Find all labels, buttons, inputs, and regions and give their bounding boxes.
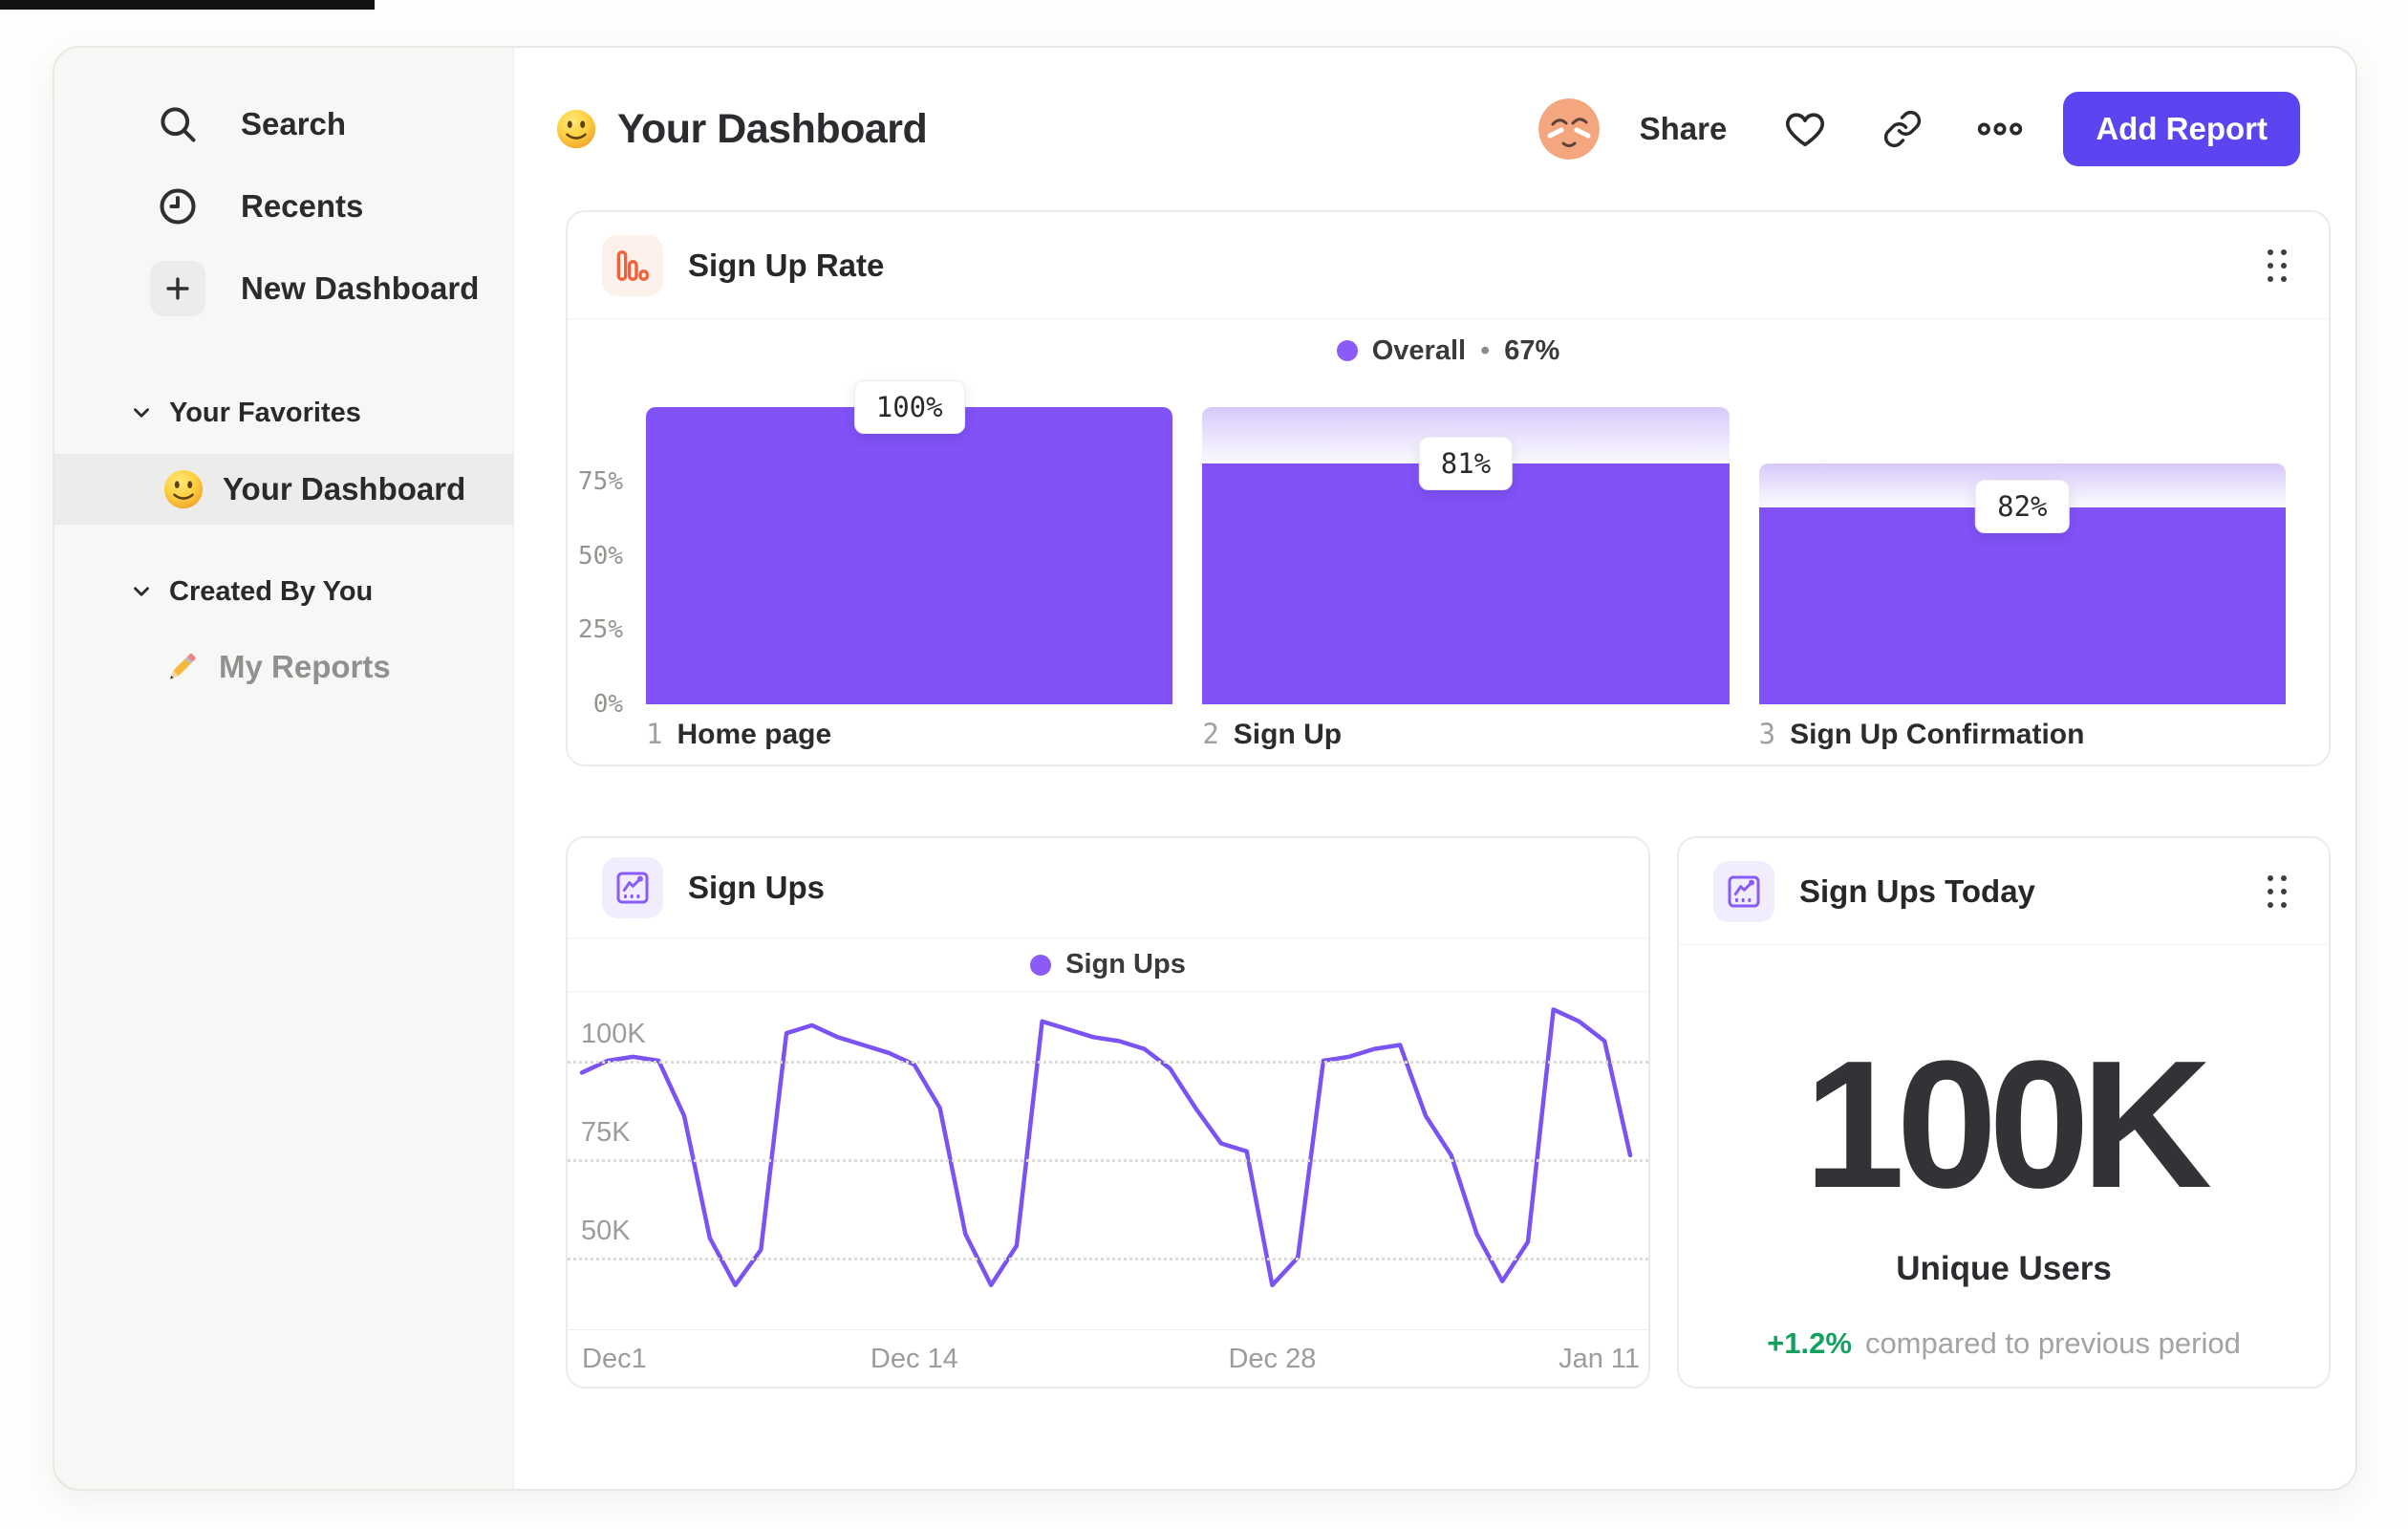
funnel-conversion-tooltip: 82%: [1975, 480, 2070, 534]
section-label: Created By You: [169, 575, 374, 607]
sign-ups-today-card: Sign Ups Today 100K Unique Users +1.2% c…: [1677, 836, 2331, 1389]
drag-handle-icon[interactable]: [2260, 242, 2294, 290]
header-actions: Share Add Report: [1537, 92, 2300, 166]
funnel-plot: 75% 50% 25% 0% 100% 1 Home page 81% 2 Sign Up 82% 3…: [568, 380, 2329, 764]
funnel-bar: [1202, 463, 1730, 704]
funnel-conversion-tooltip: 81%: [1418, 437, 1514, 491]
sign-up-rate-card: Sign Up Rate Overall • 67% 75% 50% 25% 0% 10…: [566, 210, 2331, 766]
card-title: Sign Up Rate: [688, 247, 885, 283]
page-title: Your Dashboard: [617, 105, 928, 152]
drag-handle-icon[interactable]: [2260, 868, 2294, 915]
legend-dot: [1336, 340, 1358, 361]
pencil-emoji: [169, 653, 196, 679]
line-x-tick: Dec 28: [1228, 1344, 1317, 1374]
funnel-step: 100% 1 Home page: [646, 380, 1173, 750]
metric-label: Unique Users: [1896, 1250, 2112, 1287]
funnel-step-label: 2 Sign Up: [1202, 718, 1343, 750]
main-content: Your Dashboard Share: [514, 48, 2355, 1489]
sidebar-item-your-dashboard[interactable]: Your Dashboard: [54, 454, 545, 525]
funnel-bar: [646, 407, 1173, 704]
share-button[interactable]: Share: [1639, 111, 1728, 146]
sidebar: Search Recents New Dashboard Your Favori…: [54, 48, 545, 1489]
funnel-step-label: 1 Home page: [646, 718, 832, 750]
legend-series-label: Overall: [1371, 334, 1467, 366]
line-chart-icon: [602, 857, 663, 918]
funnel-y-tick: 25%: [578, 615, 623, 645]
sidebar-item-label: Recents: [241, 188, 364, 224]
funnel-step: 81% 2 Sign Up: [1202, 382, 1730, 750]
line-x-tick: Jan 11: [1559, 1344, 1640, 1374]
funnel-chart-icon: [602, 234, 663, 296]
funnel-y-tick: 75%: [578, 466, 623, 496]
sidebar-item-label: My Reports: [219, 649, 391, 684]
copy-link-icon[interactable]: [1878, 104, 1927, 154]
sign-ups-line-series: [579, 1007, 1633, 1288]
sidebar-section-your-favorites[interactable]: Your Favorites: [54, 384, 513, 441]
funnel-legend[interactable]: Overall • 67%: [568, 319, 2329, 382]
slightly-smiling-face-emoji: [556, 109, 596, 149]
metric-value: 100K: [1803, 1023, 2212, 1226]
chevron-down-icon: [134, 587, 149, 596]
funnel-step-label: 3 Sign Up Confirmation: [1758, 718, 2085, 750]
legend-separator: •: [1480, 334, 1491, 366]
screen-artifact-strip: [0, 0, 375, 10]
today-metric: 100K Unique Users +1.2% compared to prev…: [1679, 945, 2329, 1361]
line-x-tick: Dec 14: [870, 1344, 958, 1374]
sidebar-item-recents[interactable]: Recents: [54, 165, 513, 248]
more-options-ellipsis-icon[interactable]: [1975, 104, 2025, 154]
sign-ups-card: Sign Ups Sign Ups 100K 75K 50K Dec1 Dec 14 D…: [566, 836, 1650, 1389]
sidebar-item-label: New Dashboard: [241, 270, 480, 306]
avatar[interactable]: [1537, 98, 1600, 160]
legend-dot: [1030, 954, 1052, 976]
favorite-heart-icon[interactable]: [1780, 104, 1830, 154]
plus-icon: [150, 261, 205, 316]
line-y-tick: 100K: [581, 1019, 646, 1049]
line-x-tick: Dec1: [582, 1344, 647, 1374]
line-y-tick: 50K: [581, 1216, 631, 1246]
section-label: Your Favorites: [169, 397, 361, 428]
chevron-down-icon: [134, 408, 149, 418]
cards-area: Sign Up Rate Overall • 67% 75% 50% 25% 0% 10…: [514, 210, 2355, 1489]
sidebar-item-my-reports[interactable]: My Reports: [54, 634, 513, 700]
gridline: [568, 1258, 1648, 1260]
metric-delta-note: compared to previous period: [1864, 1326, 2241, 1360]
sidebar-item-label: Search: [241, 106, 347, 141]
dashboard-header: Your Dashboard Share: [514, 48, 2355, 210]
funnel-step: 82% 3 Sign Up Confirmation: [1758, 382, 2286, 750]
card-title: Sign Ups Today: [1799, 872, 2035, 909]
line-x-axis: Dec1 Dec 14 Dec 28 Jan 11: [568, 1330, 1648, 1389]
funnel-conversion-tooltip: 100%: [853, 380, 965, 434]
sidebar-item-label: Your Dashboard: [223, 471, 466, 506]
legend-value: 67%: [1504, 334, 1560, 366]
card-title: Sign Ups: [688, 870, 826, 905]
search-icon: [150, 97, 205, 152]
sidebar-section-created-by-you[interactable]: Created By You: [54, 563, 513, 620]
recents-clock-icon: [150, 179, 205, 234]
funnel-bar: [1758, 506, 2286, 704]
gridline: [568, 1159, 1648, 1162]
sidebar-item-search[interactable]: Search: [54, 83, 513, 165]
funnel-y-tick: 50%: [578, 541, 623, 571]
legend-series-label: Sign Ups: [1065, 949, 1186, 980]
metric-delta: +1.2%: [1767, 1326, 1852, 1360]
slightly-smiling-face-emoji: [163, 469, 204, 509]
line-chart-icon: [1713, 860, 1774, 922]
gridline: [568, 1061, 1648, 1064]
app-window: Search Recents New Dashboard Your Favori…: [53, 46, 2357, 1491]
line-y-tick: 75K: [581, 1117, 631, 1148]
sidebar-item-new-dashboard[interactable]: New Dashboard: [54, 248, 513, 330]
line-plot: 100K 75K 50K: [568, 992, 1648, 1330]
funnel-bars: 100% 1 Home page 81% 2 Sign Up 82% 3 Sign Up Con…: [646, 380, 2286, 750]
line-legend[interactable]: Sign Ups: [568, 938, 1648, 992]
add-report-button[interactable]: Add Report: [2063, 92, 2300, 166]
funnel-y-tick: 0%: [592, 690, 623, 719]
